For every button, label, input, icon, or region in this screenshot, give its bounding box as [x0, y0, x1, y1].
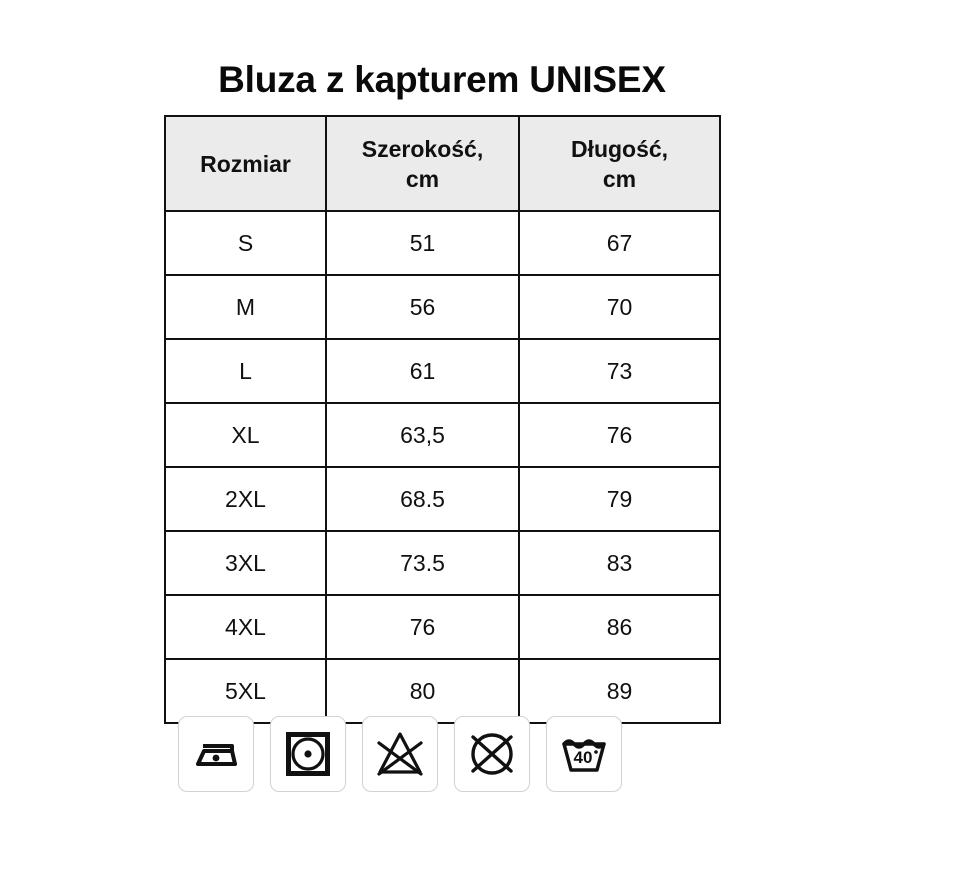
- cell-width: 68.5: [325, 466, 520, 532]
- cell-size: XL: [164, 402, 327, 468]
- column-header-width-unit: cm: [405, 165, 440, 192]
- cell-width: 73.5: [325, 530, 520, 596]
- do-not-bleach-icon: [370, 724, 430, 784]
- cell-length: 86: [518, 594, 721, 660]
- cell-size: 2XL: [164, 466, 327, 532]
- column-header-length-label: Długość,: [570, 135, 669, 162]
- wash-40-icon: 40: [554, 724, 614, 784]
- cell-size: 5XL: [164, 658, 327, 724]
- table-row: 2XL 68.5 79: [164, 466, 721, 532]
- cell-width: 56: [325, 274, 520, 340]
- table-header: Rozmiar Szerokość, cm Długość, cm: [164, 115, 721, 212]
- care-tile-wash-40: 40: [546, 716, 622, 792]
- iron-one-dot-icon: [186, 724, 246, 784]
- page-title: Bluza z kapturem UNISEX: [218, 59, 666, 100]
- table-row: 4XL 76 86: [164, 594, 721, 660]
- cell-length: 73: [518, 338, 721, 404]
- column-header-size: Rozmiar: [164, 115, 327, 212]
- cell-size: M: [164, 274, 327, 340]
- table-row: L 61 73: [164, 338, 721, 404]
- cell-length: 76: [518, 402, 721, 468]
- table-row: M 56 70: [164, 274, 721, 340]
- column-header-width: Szerokość, cm: [325, 115, 520, 212]
- cell-size: S: [164, 210, 327, 276]
- cell-width: 61: [325, 338, 520, 404]
- cell-size: 3XL: [164, 530, 327, 596]
- column-header-length-unit: cm: [602, 165, 637, 192]
- column-header-length: Długość, cm: [518, 115, 721, 212]
- care-tile-iron: [178, 716, 254, 792]
- cell-size: L: [164, 338, 327, 404]
- table-body: S 51 67 M 56 70 L 61 73 XL 63,5 76 2XL 6: [164, 210, 721, 724]
- cell-width: 76: [325, 594, 520, 660]
- cell-length: 70: [518, 274, 721, 340]
- cell-width: 51: [325, 210, 520, 276]
- care-tile-do-not-dry-clean: [454, 716, 530, 792]
- table-row: S 51 67: [164, 210, 721, 276]
- cell-length: 67: [518, 210, 721, 276]
- table-row: XL 63,5 76: [164, 402, 721, 468]
- size-table: Rozmiar Szerokość, cm Długość, cm S 51 6…: [164, 115, 721, 724]
- care-tile-tumble-dry: [270, 716, 346, 792]
- cell-length: 83: [518, 530, 721, 596]
- cell-width: 80: [325, 658, 520, 724]
- column-header-width-label: Szerokość,: [361, 135, 484, 162]
- wash-temperature-label: 40: [574, 748, 593, 767]
- care-tile-do-not-bleach: [362, 716, 438, 792]
- column-header-size-label: Rozmiar: [200, 150, 291, 177]
- cell-length: 79: [518, 466, 721, 532]
- care-symbol-row: 40: [178, 716, 622, 792]
- tumble-dry-normal-icon: [278, 724, 338, 784]
- cell-length: 89: [518, 658, 721, 724]
- cell-width: 63,5: [325, 402, 520, 468]
- header-row: Rozmiar Szerokość, cm Długość, cm: [164, 115, 721, 212]
- do-not-dry-clean-icon: [462, 724, 522, 784]
- table-row: 5XL 80 89: [164, 658, 721, 724]
- table-row: 3XL 73.5 83: [164, 530, 721, 596]
- cell-size: 4XL: [164, 594, 327, 660]
